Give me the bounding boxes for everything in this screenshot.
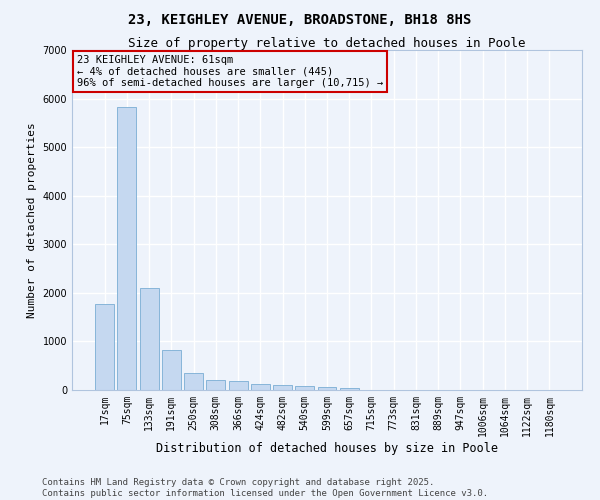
X-axis label: Distribution of detached houses by size in Poole: Distribution of detached houses by size … bbox=[156, 442, 498, 454]
Y-axis label: Number of detached properties: Number of detached properties bbox=[27, 122, 37, 318]
Bar bbox=[295, 386, 314, 390]
Bar bbox=[140, 288, 158, 390]
Bar bbox=[273, 385, 292, 390]
Bar bbox=[95, 304, 114, 390]
Text: 23, KEIGHLEY AVENUE, BROADSTONE, BH18 8HS: 23, KEIGHLEY AVENUE, BROADSTONE, BH18 8H… bbox=[128, 12, 472, 26]
Bar bbox=[340, 388, 359, 390]
Text: Contains HM Land Registry data © Crown copyright and database right 2025.
Contai: Contains HM Land Registry data © Crown c… bbox=[42, 478, 488, 498]
Bar bbox=[317, 387, 337, 390]
Bar bbox=[229, 382, 248, 390]
Bar bbox=[162, 350, 181, 390]
Bar bbox=[251, 384, 270, 390]
Bar bbox=[118, 108, 136, 390]
Bar bbox=[184, 372, 203, 390]
Title: Size of property relative to detached houses in Poole: Size of property relative to detached ho… bbox=[128, 37, 526, 50]
Bar bbox=[206, 380, 225, 390]
Text: 23 KEIGHLEY AVENUE: 61sqm
← 4% of detached houses are smaller (445)
96% of semi-: 23 KEIGHLEY AVENUE: 61sqm ← 4% of detach… bbox=[77, 55, 383, 88]
